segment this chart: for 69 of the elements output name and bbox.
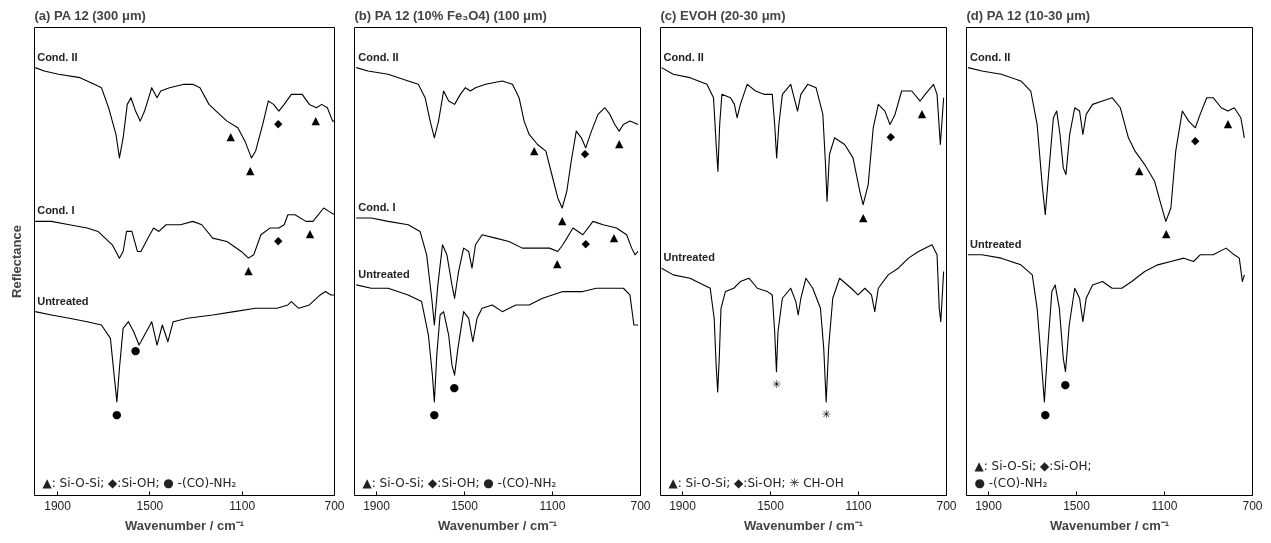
x-tick-label: 700 [1242,498,1263,513]
annotation: ● [130,344,141,358]
annotation: ◆ [273,117,283,131]
text: ● -(CO)-NH₂ [974,475,1048,490]
x-tick-label: 1900 [975,498,1003,513]
annotation: ◆ [886,130,896,144]
annotation: ● [1060,377,1071,391]
x-tick-label: 1500 [136,498,164,513]
x-tick-label: 700 [324,498,345,513]
annotation: ▲ [557,214,567,228]
annotation: ▲ [858,210,868,224]
annotation: ● [112,407,122,421]
annotation: ▲ [226,130,236,144]
annotation: ▲ [244,264,254,278]
series-label: Cond. I [37,204,75,217]
x-tick-label: 1900 [44,498,72,513]
annotation: ◆ [580,147,590,161]
annotation: ▲ [246,163,256,177]
series-label: Cond. II [970,50,1011,63]
annotation: ▲ [1223,117,1233,131]
x-tick-label: 1100 [539,498,566,513]
x-axis-title: Wavenumber / cm⁻¹ [1049,517,1170,533]
annotation: ✳ [771,377,782,391]
x-axis-title: Wavenumber / cm⁻¹ [124,517,245,533]
x-tick-label: 1100 [845,498,872,513]
annotation: ◆ [1191,133,1201,147]
x-tick-label: 700 [936,498,957,513]
text: ▲: Si-O-Si; ◆:Si-OH; ● -(CO)-NH₂ [42,475,237,490]
series-label: Cond. II [37,50,78,63]
annotation: ● [1040,407,1051,421]
x-axis-title: Wavenumber / cm⁻¹ [743,517,864,533]
series-label: Cond. II [663,50,704,63]
chart-title: (d) PA 12 (10-30 μm) [966,7,1091,23]
series-label: Untreated [358,267,410,280]
chart-title: (c) EVOH (20-30 μm) [660,7,786,23]
annotation: ▲ [1162,227,1172,241]
y-axis-title: Reflectance [8,225,24,298]
series-label: Untreated [970,237,1022,250]
annotation: ▲ [530,143,540,157]
x-tick-label: 700 [630,498,651,513]
annotation: ● [449,381,460,395]
annotation: ◆ [581,237,591,251]
chart-title: (b) PA 12 (10% Fe₃O4) (100 μm) [354,7,547,23]
x-tick-label: 1100 [1151,498,1178,513]
series-label: Untreated [37,294,89,307]
annotation: ▲ [609,230,619,244]
x-tick-label: 1900 [669,498,697,513]
annotation: ▲ [917,107,927,121]
annotation: ▲ [305,227,315,241]
x-tick-label: 1500 [757,498,785,513]
x-tick-label: 1500 [1063,498,1091,513]
annotation: ▲ [311,113,321,127]
text: ▲: Si-O-Si; ◆:Si-OH; [974,458,1092,473]
x-tick-label: 1100 [229,498,256,513]
chart-title: (a) PA 12 (300 μm) [34,7,146,23]
annotation: ▲ [552,257,562,271]
annotation: ▲ [614,137,624,151]
annotation: ● [429,407,440,421]
text: ▲: Si-O-Si; ◆:Si-OH; ✳ CH-OH [668,475,844,490]
series-label: Cond. II [358,50,399,63]
x-tick-label: 1900 [363,498,391,513]
text: ▲: Si-O-Si; ◆:Si-OH; ● -(CO)-NH₂ [362,475,557,490]
annotation: ▲ [1134,163,1144,177]
series-label: Untreated [663,251,715,264]
annotation: ◆ [273,234,283,248]
series-label: Cond. I [358,201,396,214]
x-tick-label: 1500 [451,498,479,513]
x-axis-title: Wavenumber / cm⁻¹ [437,517,558,533]
annotation: ✳ [821,407,831,421]
